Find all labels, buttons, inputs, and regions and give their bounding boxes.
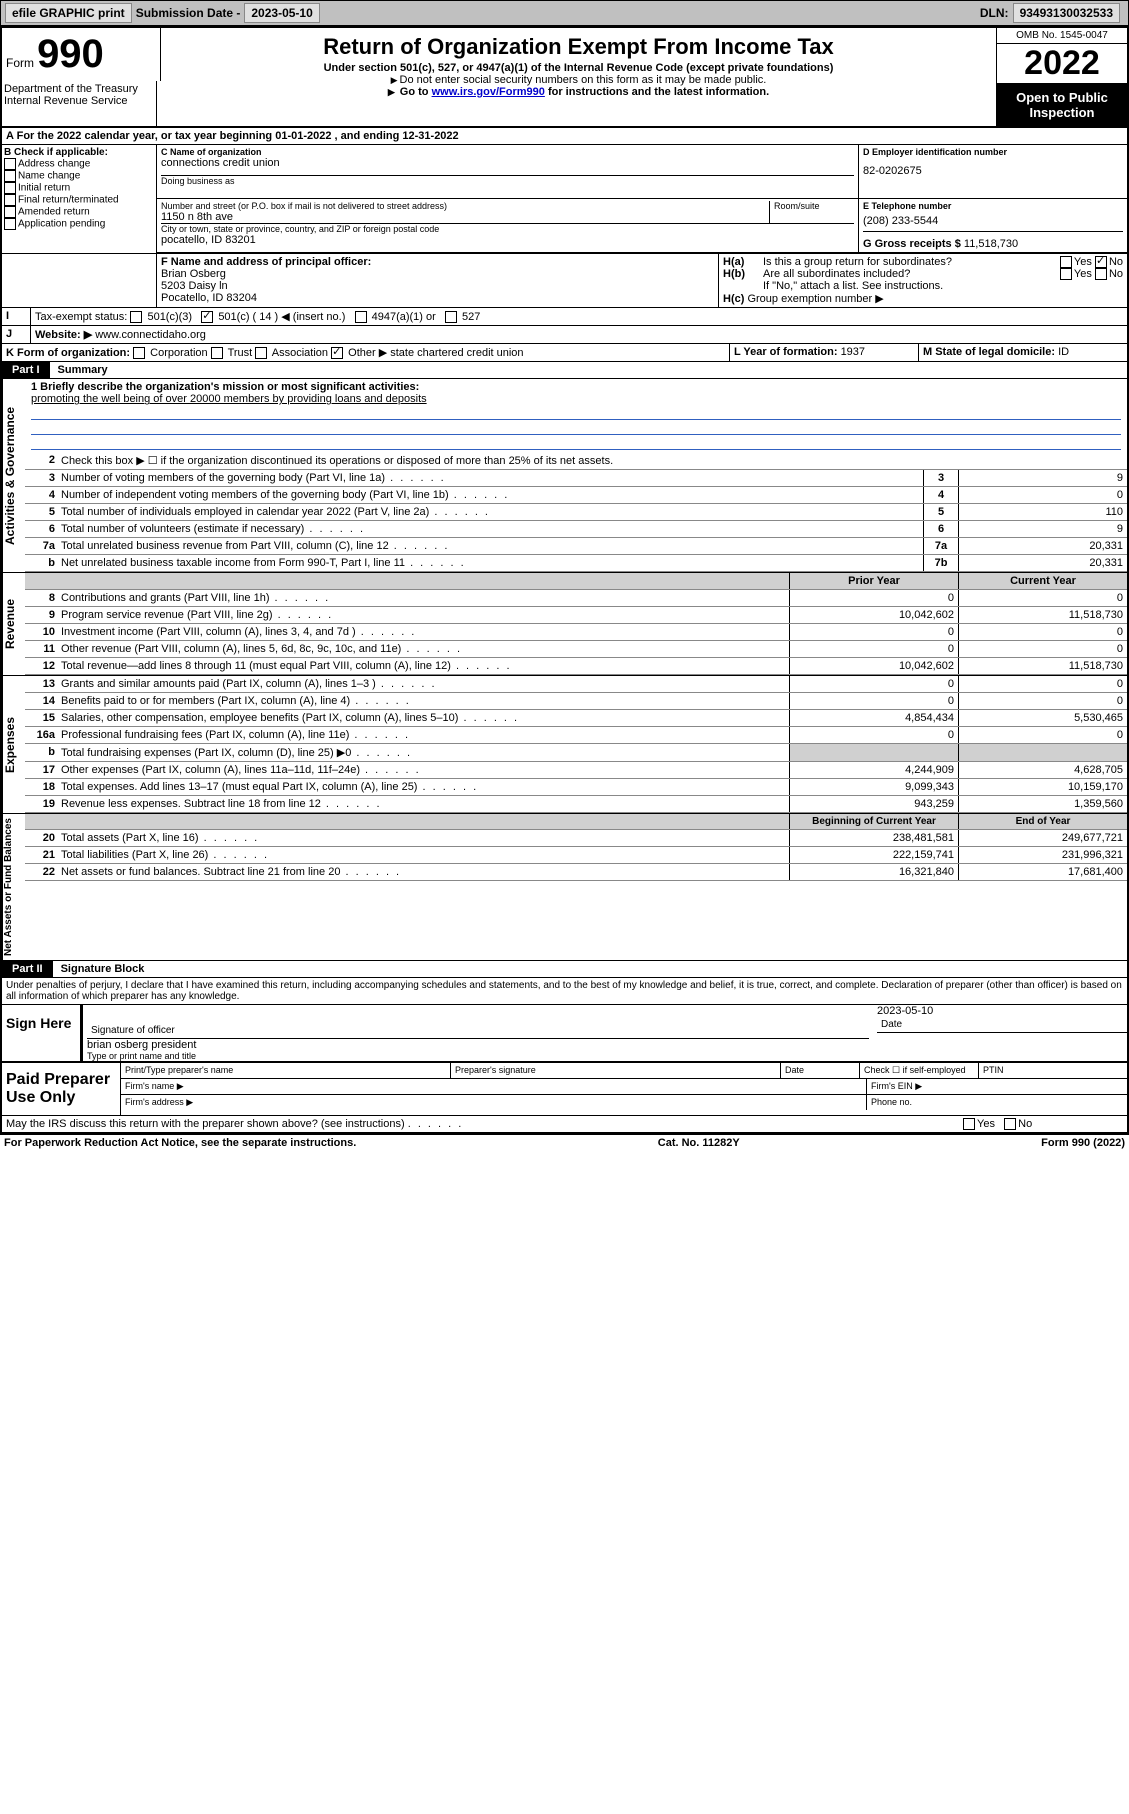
top-bar: efile GRAPHIC print Submission Date - 20… (0, 0, 1129, 26)
summary-row: 10 Investment income (Part VIII, column … (25, 624, 1127, 641)
line-a: A For the 2022 calendar year, or tax yea… (2, 128, 1127, 145)
summary-row: 12 Total revenue—add lines 8 through 11 … (25, 658, 1127, 675)
form-title: Return of Organization Exempt From Incom… (169, 34, 988, 60)
side-expenses: Expenses (2, 676, 25, 813)
summary-row: 20 Total assets (Part X, line 16) 238,48… (25, 830, 1127, 847)
summary-row: 18 Total expenses. Add lines 13–17 (must… (25, 779, 1127, 796)
box-b: B Check if applicable: Address change Na… (2, 145, 157, 253)
summary-row: 11 Other revenue (Part VIII, column (A),… (25, 641, 1127, 658)
tax-year: 2022 (997, 44, 1127, 84)
summary-row: b Total fundraising expenses (Part IX, c… (25, 744, 1127, 762)
form-number-box: Form 990 (2, 28, 161, 81)
tax-status-checked (201, 311, 213, 323)
header-sub1: Under section 501(c), 527, or 4947(a)(1)… (169, 62, 988, 74)
summary-row: 16a Professional fundraising fees (Part … (25, 727, 1127, 744)
summary-row: 3 Number of voting members of the govern… (25, 470, 1127, 487)
footer: For Paperwork Reduction Act Notice, see … (0, 1135, 1129, 1151)
part-i-header: Part I Summary (2, 362, 1127, 379)
ein: 82-0202675 (863, 157, 1123, 185)
summary-row: 5 Total number of individuals employed i… (25, 504, 1127, 521)
telephone: (208) 233-5544 (863, 211, 1123, 231)
sign-here-block: Sign Here Signature of officer 2023-05-1… (2, 1004, 1127, 1061)
summary-row: b Net unrelated business taxable income … (25, 555, 1127, 572)
efile-badge: efile GRAPHIC print (5, 3, 132, 23)
org-name: connections credit union (161, 157, 854, 169)
summary-row: 4 Number of independent voting members o… (25, 487, 1127, 504)
omb-number: OMB No. 1545-0047 (997, 28, 1127, 44)
sign-date: 2023-05-10 (877, 1005, 1127, 1017)
summary-row: 17 Other expenses (Part IX, column (A), … (25, 762, 1127, 779)
header-center: Return of Organization Exempt From Incom… (161, 28, 996, 126)
summary-row: 19 Revenue less expenses. Subtract line … (25, 796, 1127, 813)
website: www.connectidaho.org (95, 329, 206, 341)
header-sub2: Do not enter social security numbers on … (169, 74, 988, 86)
side-net-assets: Net Assets or Fund Balances (2, 814, 25, 960)
street: 1150 n 8th ave (161, 211, 769, 223)
header-right: OMB No. 1545-0047 2022 Open to Public In… (996, 28, 1127, 126)
dln-value: 93493130032533 (1013, 3, 1120, 23)
paid-preparer-block: Paid Preparer Use Only Print/Type prepar… (2, 1061, 1127, 1115)
summary-row: 14 Benefits paid to or for members (Part… (25, 693, 1127, 710)
form-header: Form 990 Department of the Treasury Inte… (2, 28, 1127, 128)
dln-label: DLN: (980, 6, 1009, 20)
city: pocatello, ID 83201 (161, 234, 854, 246)
year-formation: 1937 (841, 346, 865, 358)
summary-row: 15 Salaries, other compensation, employe… (25, 710, 1127, 727)
summary-row: 6 Total number of volunteers (estimate i… (25, 521, 1127, 538)
perjury-declaration: Under penalties of perjury, I declare th… (2, 978, 1127, 1004)
irs-link[interactable]: www.irs.gov/Form990 (432, 86, 545, 98)
summary-row: 7a Total unrelated business revenue from… (25, 538, 1127, 555)
officer-signature-name: brian osberg president (87, 1039, 1127, 1051)
form-990: 990 (37, 32, 104, 76)
summary-row: 22 Net assets or fund balances. Subtract… (25, 864, 1127, 881)
side-revenue: Revenue (2, 573, 25, 675)
summary-row: 9 Program service revenue (Part VIII, li… (25, 607, 1127, 624)
dept-treasury: Department of the Treasury Internal Reve… (2, 81, 157, 126)
submission-date: 2023-05-10 (244, 3, 319, 23)
part-ii-header: Part II Signature Block (2, 961, 1127, 978)
side-activities-governance: Activities & Governance (2, 379, 25, 572)
state-domicile: ID (1058, 346, 1069, 358)
open-public-badge: Open to Public Inspection (997, 84, 1127, 126)
mission-text: promoting the well being of over 20000 m… (31, 393, 1121, 405)
summary-row: 13 Grants and similar amounts paid (Part… (25, 676, 1127, 693)
summary-row: 21 Total liabilities (Part X, line 26) 2… (25, 847, 1127, 864)
submission-label: Submission Date - (136, 6, 241, 20)
gross-receipts: 11,518,730 (964, 238, 1018, 250)
summary-row: 8 Contributions and grants (Part VIII, l… (25, 590, 1127, 607)
officer-name: Brian Osberg (161, 268, 714, 280)
